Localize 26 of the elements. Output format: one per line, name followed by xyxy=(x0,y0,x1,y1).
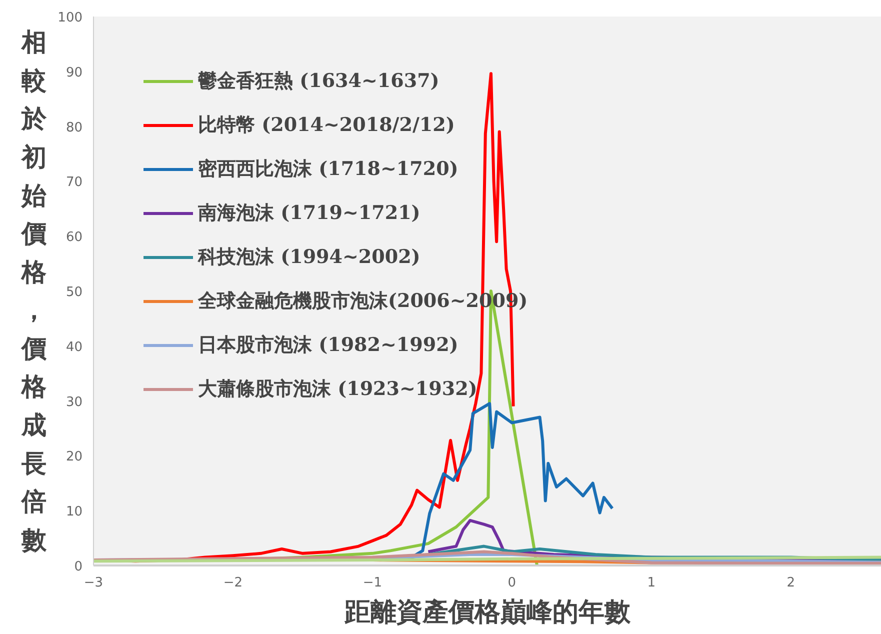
y-tick-label: 50 xyxy=(66,285,83,300)
x-tick-label: −3 xyxy=(84,576,104,590)
y-tick-label: 20 xyxy=(66,450,83,465)
legend-label: 鬱金香狂熱 (1634~1637) xyxy=(198,69,440,94)
y-tick-label: 60 xyxy=(66,230,83,246)
legend-label: 比特幣 (2014~2018/2/12) xyxy=(198,113,455,138)
y-tick-label: 10 xyxy=(66,504,83,520)
legend-label: 密西西比泡沫 (1718~1720) xyxy=(198,157,458,182)
legend-label: 日本股市泡沫 (1982~1992) xyxy=(198,333,458,358)
y-tick-label: 80 xyxy=(66,120,83,136)
y-tick-label: 30 xyxy=(66,394,83,410)
y-tick-label: 70 xyxy=(66,175,83,190)
text: 相較於初始價格，價格成長倍數 xyxy=(22,28,47,554)
y-tick-label: 90 xyxy=(66,65,83,80)
x-tick-label: 2 xyxy=(786,576,795,590)
legend-label: 科技泡沫 (1994~2002) xyxy=(198,245,420,270)
legend-label: 大蕭條股市泡沫 (1923~1932) xyxy=(198,377,478,402)
x-tick-label: 1 xyxy=(647,576,656,590)
x-axis-title: 距離資產價格巔峰的年數 xyxy=(344,598,632,628)
y-tick-label: 40 xyxy=(66,340,83,355)
x-tick-label: −1 xyxy=(362,576,382,590)
x-tick-label: 0 xyxy=(508,576,516,590)
x-tick-label: −2 xyxy=(223,576,243,590)
y-tick-label: 100 xyxy=(58,10,83,26)
y-tick-label: 0 xyxy=(74,560,83,574)
legend-label: 南海泡沫 (1719~1721) xyxy=(198,201,420,226)
